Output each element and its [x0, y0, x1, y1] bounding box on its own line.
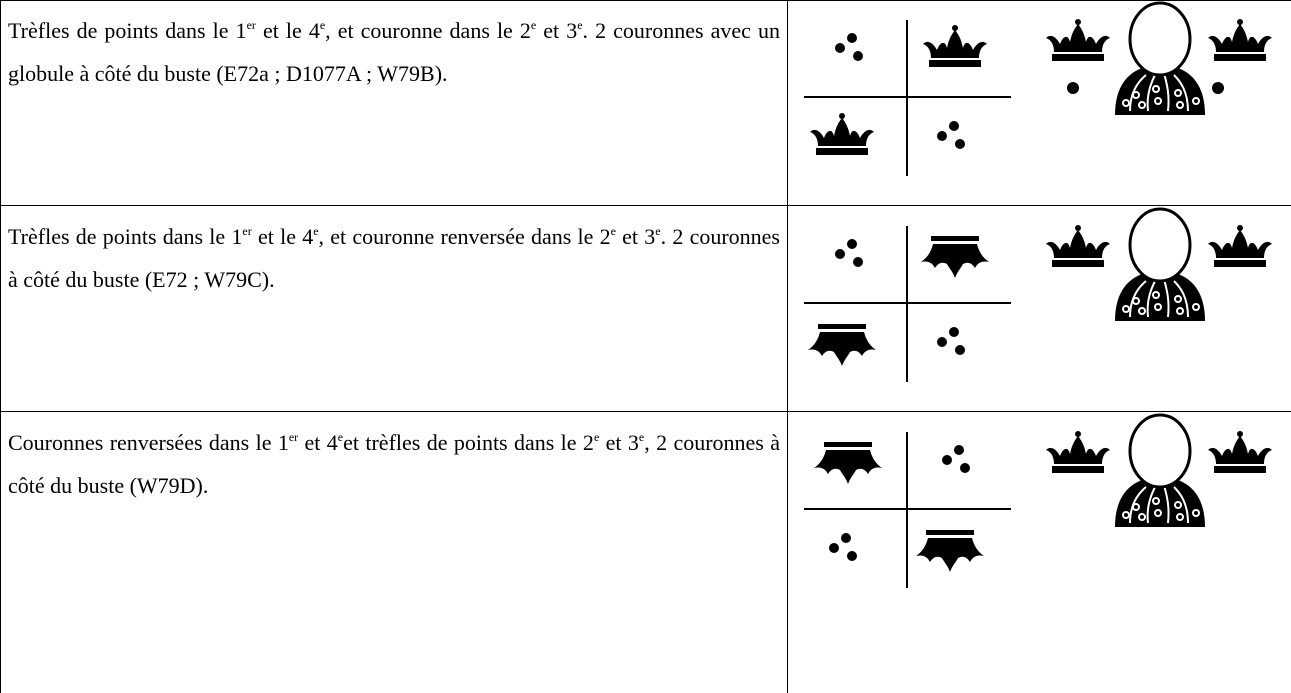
- text-run: . 2 couronnes avec un globule à côté du …: [8, 18, 780, 86]
- superscript: e: [530, 18, 537, 32]
- quadrant-icrown: [921, 236, 989, 278]
- text-run: et 3: [615, 224, 656, 249]
- side-crown: [1208, 225, 1272, 267]
- side-crown: [1046, 431, 1110, 473]
- superscript: er: [242, 224, 252, 238]
- quadrant-dots: [835, 33, 863, 61]
- text-run: Trèfles de points dans le 1: [8, 18, 247, 43]
- quadrant-dots: [829, 533, 857, 561]
- text-run: et 3: [536, 18, 578, 43]
- globule: [1212, 82, 1224, 94]
- quadrant-dots: [942, 445, 970, 473]
- superscript: e: [313, 224, 319, 238]
- text-run: , et couronne renversée dans le 2: [318, 224, 611, 249]
- bust: [1113, 207, 1207, 323]
- superscript: e: [638, 430, 645, 444]
- text-run: . 2 couronnes à côté du buste (E72 ; W79…: [8, 224, 780, 292]
- bust: [1113, 1, 1207, 117]
- superscript: e: [337, 430, 344, 444]
- quadrant-icrown: [916, 530, 984, 572]
- text-run: et trèfles de points dans le 2: [343, 430, 594, 455]
- description: Trèfles de points dans le 1er et le 4e, …: [8, 215, 780, 301]
- quadrant-crown: [923, 25, 987, 67]
- side-crown: [1046, 225, 1110, 267]
- side-crown: [1046, 19, 1110, 61]
- superscript: er: [246, 18, 256, 32]
- description: Couronnes renversées dans le 1er et 4eet…: [8, 421, 780, 507]
- superscript: er: [288, 430, 299, 444]
- quadrant-dots: [937, 121, 965, 149]
- bust: [1113, 413, 1207, 529]
- text-run: , et couronne dans le 2: [325, 18, 531, 43]
- text-run: Trèfles de points dans le 1: [8, 224, 243, 249]
- quadrant-icrown: [814, 442, 882, 484]
- side-crown: [1208, 19, 1272, 61]
- text-run: et le 4: [255, 18, 320, 43]
- text-run: , 2 couronnes à côté du buste (W79D).: [8, 430, 781, 498]
- superscript: e: [319, 18, 326, 32]
- superscript: e: [610, 224, 616, 238]
- superscript: e: [577, 18, 583, 32]
- quadrant-icrown: [808, 324, 876, 366]
- description: Trèfles de points dans le 1er et le 4e, …: [8, 9, 780, 95]
- text-run: et 4: [298, 430, 338, 455]
- side-crown: [1208, 431, 1272, 473]
- text-run: Couronnes renversées dans le 1: [8, 430, 289, 455]
- text-run: et 3: [599, 430, 639, 455]
- superscript: e: [593, 430, 600, 444]
- quadrant-dots: [835, 239, 863, 267]
- superscript: e: [655, 224, 661, 238]
- quadrant-crown: [810, 113, 874, 155]
- globule: [1067, 82, 1079, 94]
- text-run: et le 4: [251, 224, 314, 249]
- quadrant-dots: [937, 327, 965, 355]
